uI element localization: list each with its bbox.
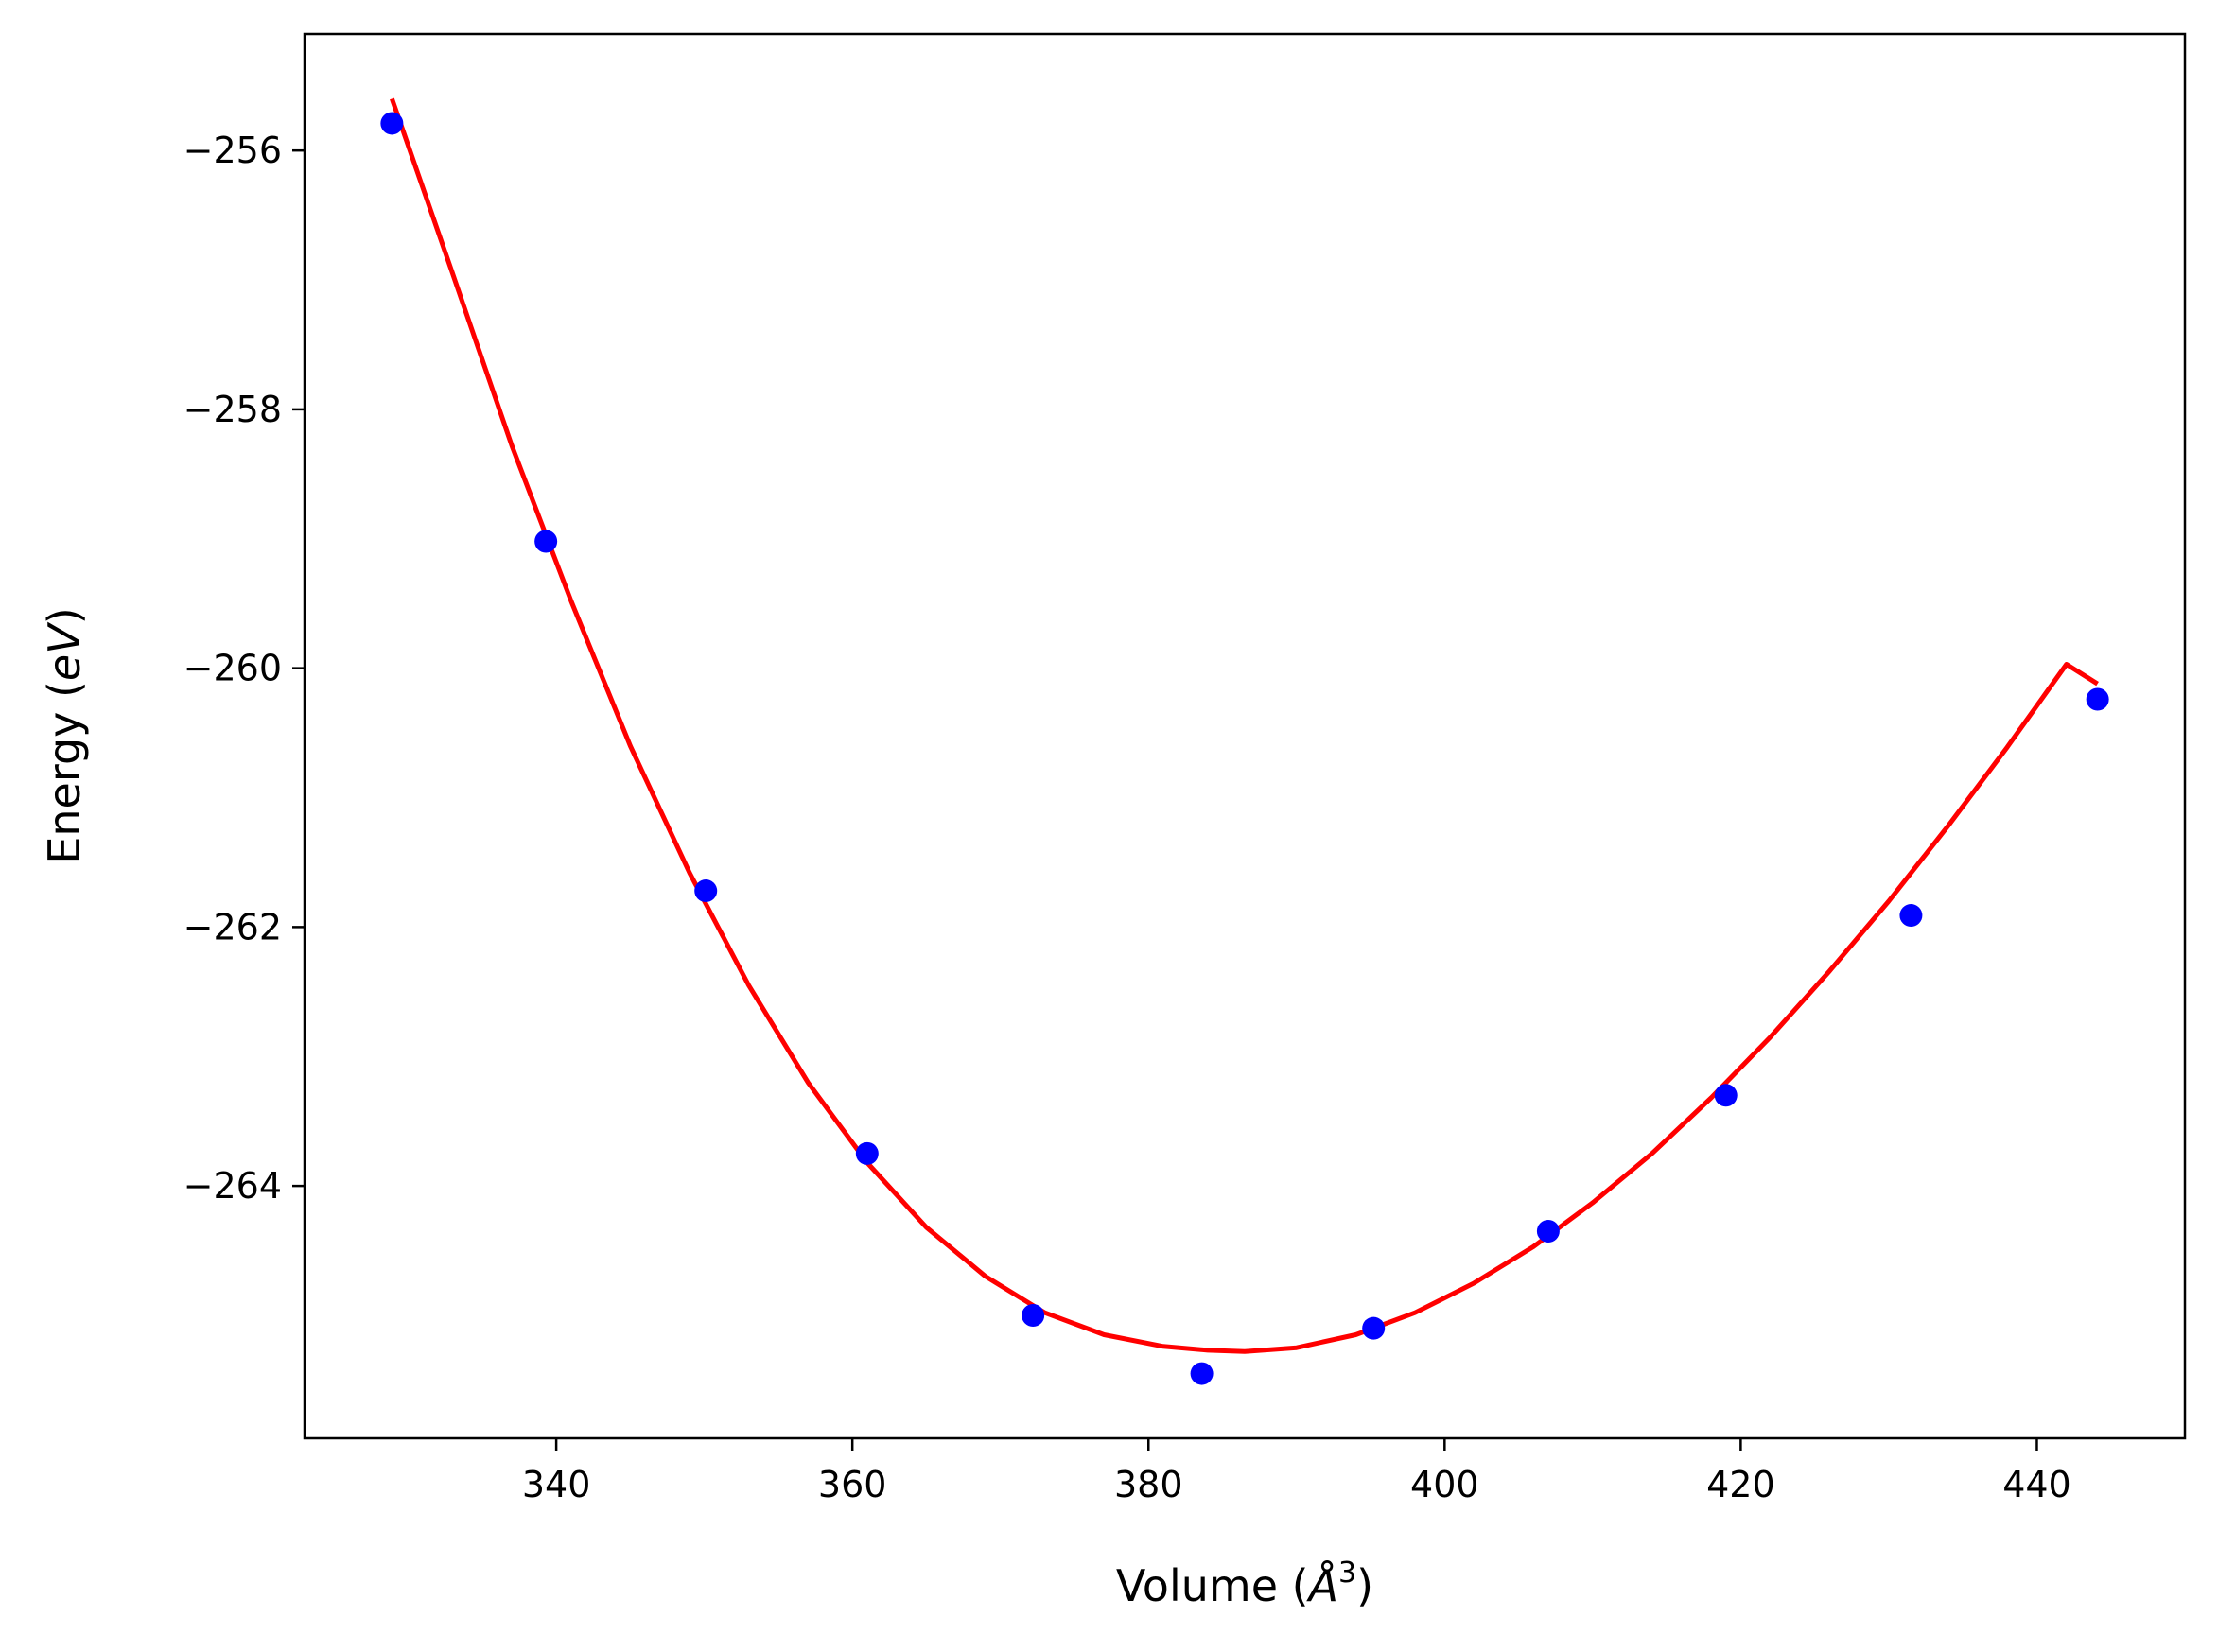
data-point (1714, 1084, 1738, 1107)
x-tick-label: 340 (522, 1464, 591, 1505)
y-tick-label: −262 (183, 906, 282, 948)
x-tick-label: 360 (818, 1464, 887, 1505)
data-point (855, 1141, 879, 1165)
x-tick-label: 380 (1114, 1464, 1183, 1505)
data-point (534, 530, 558, 553)
data-point (1362, 1316, 1386, 1340)
x-axis-label: Volume (Å3) (1116, 1556, 1373, 1611)
y-tick-label: −264 (183, 1165, 282, 1207)
x-axis: 340 360 380 400 420 440 (522, 1438, 2071, 1505)
data-point (694, 879, 718, 903)
y-tick-label: −260 (183, 648, 282, 689)
y-tick-label: −256 (183, 130, 282, 171)
plot-frame (303, 32, 2187, 1440)
plot-area (380, 97, 2109, 1385)
x-tick-label: 400 (1410, 1464, 1479, 1505)
data-point (1536, 1220, 1560, 1243)
y-axis: −256 −258 −260 −262 −264 (183, 130, 305, 1207)
y-axis-label: Energy (eV) (39, 607, 90, 863)
x-tick-label: 440 (2002, 1464, 2071, 1505)
data-point (2086, 687, 2109, 711)
y-tick-label: −258 (183, 389, 282, 430)
data-point (1899, 904, 1923, 928)
data-point (1190, 1362, 1214, 1385)
data-point (380, 112, 404, 135)
x-tick-label: 420 (1706, 1464, 1775, 1505)
fit-curve (390, 97, 2099, 1354)
data-point (1022, 1303, 1045, 1327)
